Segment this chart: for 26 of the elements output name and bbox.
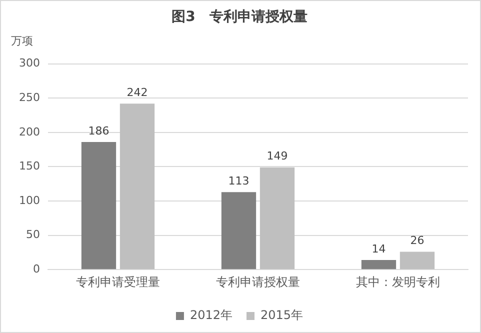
data-label: 186 <box>88 124 110 138</box>
bar <box>260 167 295 270</box>
y-tick-label: 150 <box>18 160 40 173</box>
x-tick-label: 专利申请受理量 <box>76 274 160 289</box>
data-label: 26 <box>410 234 424 248</box>
bar <box>81 142 116 270</box>
y-tick-label: 200 <box>18 125 40 138</box>
bar <box>120 104 155 270</box>
data-label: 149 <box>266 150 288 163</box>
bar <box>400 252 435 270</box>
y-axis-title: 万项 <box>11 34 33 48</box>
y-tick-label: 100 <box>18 194 40 207</box>
y-tick-label: 0 <box>32 262 40 276</box>
data-label: 14 <box>372 242 386 256</box>
legend-label: 2015年 <box>260 308 304 322</box>
data-label: 113 <box>228 174 250 188</box>
x-tick-label: 其中：发明专利 <box>356 274 440 289</box>
y-tick-label: 50 <box>26 228 40 242</box>
data-label: 242 <box>126 86 148 99</box>
x-tick-label: 专利申请授权量 <box>216 274 300 289</box>
y-tick-label: 250 <box>18 90 40 104</box>
y-tick-label: 300 <box>18 56 40 70</box>
chart-title: 图3 专利申请授权量 <box>172 8 308 26</box>
bar <box>221 192 256 270</box>
bar <box>361 260 396 270</box>
legend-label: 2012年 <box>190 308 233 322</box>
